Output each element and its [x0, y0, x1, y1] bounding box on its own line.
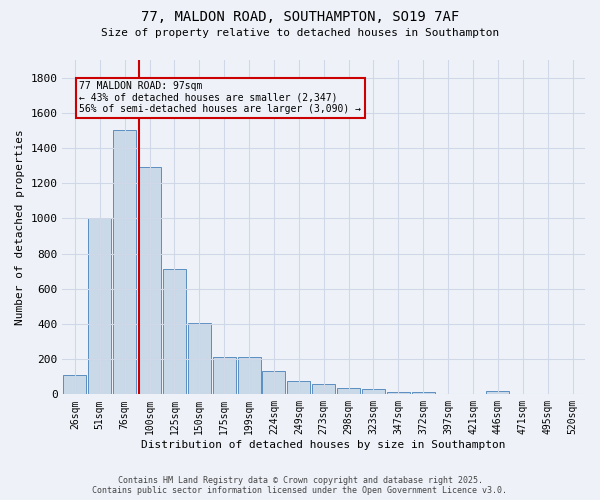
X-axis label: Distribution of detached houses by size in Southampton: Distribution of detached houses by size … — [142, 440, 506, 450]
Bar — [312, 384, 335, 394]
Bar — [337, 388, 360, 394]
Bar — [188, 323, 211, 394]
Bar — [287, 381, 310, 394]
Y-axis label: Number of detached properties: Number of detached properties — [15, 130, 25, 325]
Bar — [64, 375, 86, 394]
Bar — [262, 370, 286, 394]
Bar — [113, 130, 136, 394]
Bar — [412, 392, 434, 394]
Text: Contains HM Land Registry data © Crown copyright and database right 2025.
Contai: Contains HM Land Registry data © Crown c… — [92, 476, 508, 495]
Bar — [88, 218, 111, 394]
Bar — [138, 168, 161, 394]
Bar — [213, 356, 236, 395]
Bar — [163, 270, 186, 394]
Bar — [387, 392, 410, 394]
Bar — [487, 391, 509, 394]
Bar — [238, 356, 260, 395]
Text: Size of property relative to detached houses in Southampton: Size of property relative to detached ho… — [101, 28, 499, 38]
Bar — [362, 389, 385, 394]
Text: 77, MALDON ROAD, SOUTHAMPTON, SO19 7AF: 77, MALDON ROAD, SOUTHAMPTON, SO19 7AF — [141, 10, 459, 24]
Text: 77 MALDON ROAD: 97sqm
← 43% of detached houses are smaller (2,347)
56% of semi-d: 77 MALDON ROAD: 97sqm ← 43% of detached … — [79, 81, 361, 114]
